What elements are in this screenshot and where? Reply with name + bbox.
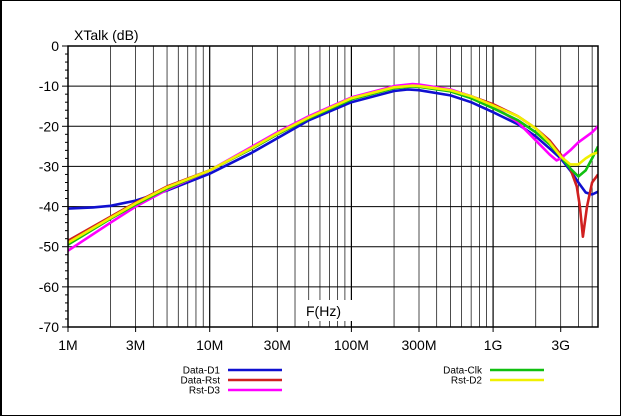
y-tick-label: 0 [51,38,59,54]
x-tick-label: 3G [551,337,570,353]
plot-area-border [67,45,599,328]
y-tick-label: -50 [39,239,59,255]
y-tick-label: -40 [39,199,59,215]
x-tick-label: 100M [334,337,369,353]
major-grid [68,46,598,327]
legend-label: Data-Rst [181,376,221,387]
y-tick-label: -30 [39,158,59,174]
x-tick-label: 300M [401,337,436,353]
legend-label: Data-Clk [443,366,483,377]
y-tick-label: -70 [39,319,59,335]
x-tick-label: 10M [196,337,223,353]
x-tick-label: 1G [484,337,503,353]
series-layer [68,82,598,252]
legend-label: Rst-D2 [451,376,483,387]
x-tick-label: 3M [126,337,145,353]
y-tick-label: -20 [39,118,59,134]
x-tick-labels: 1M 3M 10M 30M 100M 300M 1G 3G [58,337,570,353]
x-axis-label: F(Hz) [306,303,341,319]
frame-left-rule [0,0,2,416]
x-tick-label: 1M [58,337,77,353]
x-axis-label-box: F(Hz) [303,300,353,321]
y-axis-label: XTalk (dB) [74,27,139,43]
x-tick-label: 30M [264,337,291,353]
y-tick-label: -60 [39,279,59,295]
axes-layer [62,45,562,332]
legend-label: Rst-D3 [189,386,221,397]
y-tick-labels: 0 -10 -20 -30 -40 -50 -60 -70 [39,38,59,335]
legend-label: Data-D1 [183,366,221,377]
y-tick-label: -10 [39,78,59,94]
series-line-rst-d2 [68,84,598,244]
